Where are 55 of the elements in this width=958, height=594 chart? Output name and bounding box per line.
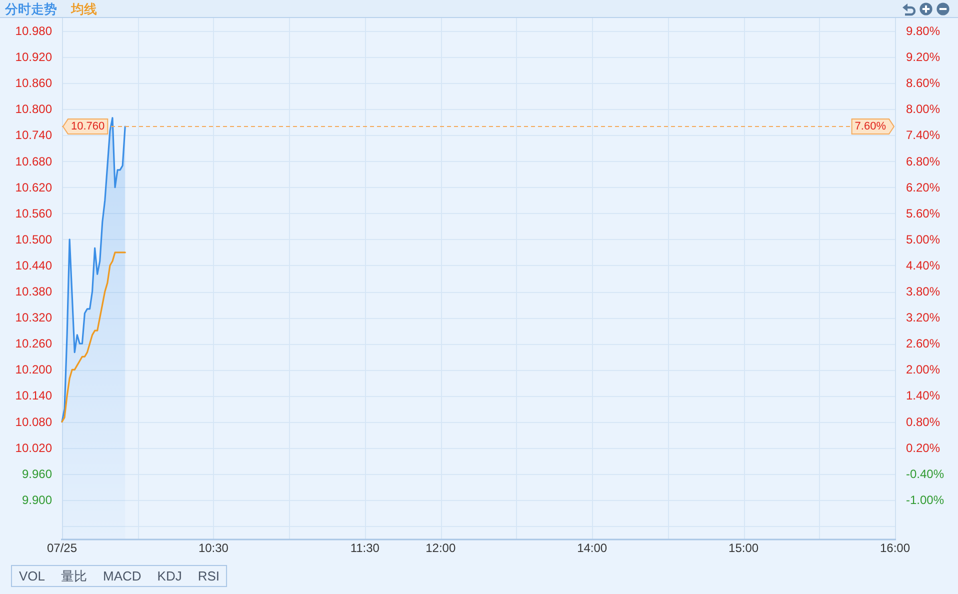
y-tick-label: 10.080	[15, 414, 52, 429]
text: RSI	[198, 568, 220, 584]
ref-line-label: 10.760	[71, 120, 105, 133]
text: 分时走势	[5, 2, 57, 16]
line-series	[61, 252, 126, 423]
y2-tick-label: 4.40%	[906, 258, 940, 272]
text: VOL	[19, 568, 46, 584]
x-tick-label: 12:00	[426, 541, 456, 555]
y2-tick-label: 6.20%	[906, 180, 940, 194]
y2-tick-label: 8.00%	[906, 102, 940, 116]
text: 量比	[61, 568, 88, 584]
y-tick-label: 10.740	[15, 128, 52, 142]
y-tick-label: 10.020	[15, 440, 52, 455]
annotation: 7.60%	[854, 120, 886, 133]
y2-tick-label: 3.80%	[906, 284, 940, 299]
y-tick-label: 10.680	[15, 154, 52, 168]
y-tick-label: 10.560	[15, 206, 52, 220]
y2-tick-label: -1.00%	[906, 492, 944, 507]
y2-tick-label: 5.00%	[906, 232, 940, 246]
y-tick-label: 10.200	[15, 362, 52, 377]
y2-tick-label: 7.40%	[906, 128, 940, 142]
y-tick-label: 9.960	[22, 466, 52, 481]
x-tick-label: 15:00	[728, 541, 759, 555]
y2-tick-label: 2.00%	[906, 362, 940, 377]
text: KDJ	[157, 568, 182, 584]
y2-tick-label: 2.60%	[906, 336, 940, 351]
text: MACD	[103, 568, 142, 584]
y-tick-label: 10.320	[15, 310, 52, 325]
y2-tick-label: 9.20%	[906, 50, 940, 64]
y2-tick-label: 8.60%	[906, 76, 940, 90]
text: 均线	[70, 2, 97, 16]
y2-tick-label: -0.40%	[906, 466, 944, 481]
y-tick-label: 10.920	[15, 50, 52, 64]
x-tick-label: 16:00	[880, 541, 910, 555]
y2-tick-label: 0.20%	[906, 440, 940, 455]
y-tick-label: 10.980	[15, 24, 52, 38]
y-tick-label: 10.860	[15, 76, 52, 90]
x-tick-label: 07/25	[46, 541, 78, 555]
y-tick-label: 10.800	[15, 102, 52, 116]
y-tick-label: 10.380	[15, 284, 52, 299]
y-tick-label: 10.500	[15, 232, 52, 246]
y-tick-label: 10.440	[15, 258, 52, 272]
y2-tick-label: 5.60%	[906, 206, 940, 220]
x-tick-label: 10:30	[198, 541, 229, 555]
y2-tick-label: 3.20%	[906, 310, 940, 325]
y-tick-label: 10.260	[15, 336, 52, 351]
y-tick-label: 10.620	[15, 180, 52, 194]
y2-tick-label: 9.80%	[906, 24, 940, 38]
x-tick-label: 11:30	[350, 541, 380, 555]
y2-tick-label: 6.80%	[906, 154, 940, 168]
y-tick-label: 9.900	[22, 492, 52, 507]
y-tick-label: 10.140	[15, 388, 52, 403]
x-tick-label: 14:00	[577, 541, 608, 555]
y2-tick-label: 1.40%	[906, 388, 940, 403]
y2-tick-label: 0.80%	[906, 414, 940, 429]
